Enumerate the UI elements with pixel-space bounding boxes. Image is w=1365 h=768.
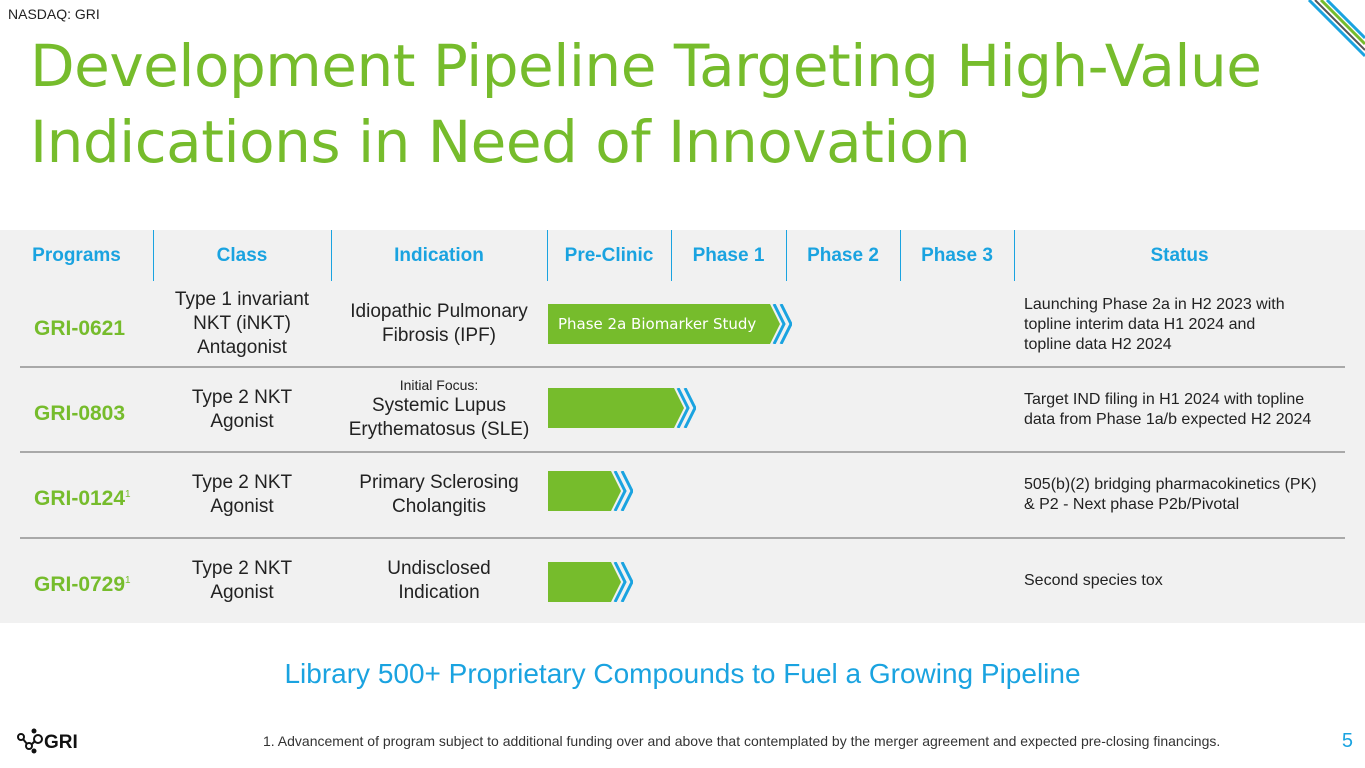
header-divider <box>671 230 672 281</box>
header-preclinic: Pre-Clinic <box>564 244 654 266</box>
indication-cell: Undisclosed Indication <box>387 558 491 603</box>
status-cell: Launching Phase 2a in H2 2023 with topli… <box>1024 296 1285 353</box>
page-title-line-2: Indications in Need of Innovation <box>30 108 971 176</box>
svg-text:GRI: GRI <box>44 732 78 753</box>
header-divider <box>786 230 787 281</box>
header-class: Class <box>216 244 268 266</box>
gri-logo: GRI <box>17 728 78 754</box>
class-cell: Type 2 NKT Agonist <box>191 472 293 517</box>
footnote: 1. Advancement of program subject to add… <box>263 733 1221 749</box>
pipeline-table <box>0 230 1365 623</box>
status-cell: Target IND filing in H1 2024 with toplin… <box>1024 391 1312 428</box>
bar-label: Phase 2a Biomarker Study <box>558 315 757 333</box>
corner-stripes-decoration <box>1307 0 1365 58</box>
page-title-line-1: Development Pipeline Targeting High-Valu… <box>30 32 1262 100</box>
header-phase-3: Phase 3 <box>921 244 993 266</box>
page-title: Development Pipeline Targeting High-Valu… <box>30 28 1290 180</box>
indication-cell: Initial Focus: Systemic Lupus Erythemato… <box>348 377 530 440</box>
phase-progress-bar: Phase 2a Biomarker Study <box>548 304 792 344</box>
header-phase-1: Phase 1 <box>692 244 765 266</box>
indication-cell: Primary Sclerosing Cholangitis <box>359 472 519 517</box>
class-cell: Type 2 NKT Agonist <box>191 558 293 603</box>
phase-progress-bar <box>548 562 633 602</box>
class-cell: Type 2 NKT Agonist <box>191 387 293 432</box>
program-name: GRI-0803 <box>34 402 126 425</box>
program-name: GRI-0621 <box>34 317 126 340</box>
header-phase-2: Phase 2 <box>807 244 879 266</box>
header-status: Status <box>1150 244 1209 266</box>
page-number: 5 <box>1341 730 1353 752</box>
status-cell: Second species tox <box>1024 572 1163 589</box>
header-divider <box>153 230 154 281</box>
phase-progress-bar <box>548 388 696 428</box>
row-divider <box>20 366 1345 368</box>
header-divider <box>1014 230 1015 281</box>
row-divider <box>20 451 1345 453</box>
indication-cell: Idiopathic Pulmonary Fibrosis (IPF) <box>350 301 528 346</box>
phase-progress-bar <box>548 471 633 511</box>
header-indication: Indication <box>394 244 484 266</box>
program-name: GRI-07291 <box>34 573 131 596</box>
tagline: Library 500+ Proprietary Compounds to Fu… <box>284 658 1081 689</box>
status-cell: 505(b)(2) bridging pharmacokinetics (PK)… <box>1024 476 1317 513</box>
ticker-label: NASDAQ: GRI <box>8 6 100 22</box>
header-divider <box>900 230 901 281</box>
header-divider <box>331 230 332 281</box>
program-name: GRI-01241 <box>34 487 131 510</box>
row-divider <box>20 537 1345 539</box>
header-programs: Programs <box>32 244 121 266</box>
class-cell: Type 1 invariant NKT (iNKT) Antagonist <box>174 289 310 358</box>
header-divider <box>547 230 548 281</box>
